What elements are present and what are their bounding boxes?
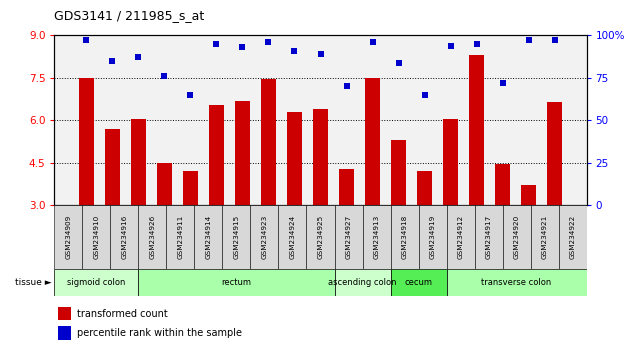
Bar: [138, 205, 167, 269]
Point: [445, 43, 456, 48]
Point: [471, 41, 481, 47]
Text: GSM234910: GSM234910: [94, 215, 99, 259]
Bar: [390, 269, 447, 296]
Bar: [419, 205, 447, 269]
Point: [315, 51, 326, 57]
Point: [107, 58, 117, 64]
Text: GSM234912: GSM234912: [458, 215, 463, 259]
Bar: [58, 326, 71, 340]
Text: GDS3141 / 211985_s_at: GDS3141 / 211985_s_at: [54, 9, 204, 22]
Bar: [306, 205, 335, 269]
Bar: [110, 205, 138, 269]
Text: GSM234913: GSM234913: [374, 215, 379, 259]
Bar: [503, 205, 531, 269]
Bar: [183, 171, 198, 205]
Bar: [338, 169, 354, 205]
Point: [263, 39, 274, 45]
Bar: [79, 78, 94, 205]
Bar: [104, 129, 121, 205]
Text: GSM234924: GSM234924: [290, 215, 296, 259]
Bar: [474, 205, 503, 269]
Point: [497, 80, 508, 86]
Bar: [363, 205, 390, 269]
Bar: [531, 205, 558, 269]
Bar: [194, 205, 222, 269]
Text: GSM234921: GSM234921: [542, 215, 547, 259]
Bar: [469, 55, 485, 205]
Text: percentile rank within the sample: percentile rank within the sample: [77, 328, 242, 338]
Bar: [313, 109, 328, 205]
Text: GSM234920: GSM234920: [513, 215, 519, 259]
Bar: [547, 102, 562, 205]
Point: [289, 48, 299, 53]
Point: [342, 84, 352, 89]
Point: [81, 38, 92, 43]
Bar: [335, 205, 363, 269]
Text: cecum: cecum: [404, 278, 433, 287]
Bar: [495, 164, 510, 205]
Text: GSM234914: GSM234914: [206, 215, 212, 259]
Bar: [278, 205, 306, 269]
Bar: [83, 205, 110, 269]
Text: GSM234915: GSM234915: [233, 215, 240, 259]
Text: GSM234916: GSM234916: [122, 215, 128, 259]
Bar: [335, 269, 390, 296]
Text: GSM234925: GSM234925: [317, 215, 324, 259]
Text: transformed count: transformed count: [77, 309, 168, 319]
Bar: [167, 205, 194, 269]
Bar: [365, 78, 380, 205]
Bar: [417, 171, 432, 205]
Point: [524, 38, 534, 43]
Bar: [54, 205, 83, 269]
Bar: [287, 112, 303, 205]
Point: [237, 45, 247, 50]
Point: [160, 73, 170, 79]
Bar: [235, 101, 250, 205]
Point: [212, 41, 222, 47]
Text: GSM234911: GSM234911: [178, 215, 183, 259]
Text: GSM234926: GSM234926: [149, 215, 156, 259]
Text: GSM234922: GSM234922: [569, 215, 576, 259]
Bar: [390, 205, 419, 269]
Point: [394, 60, 404, 65]
Bar: [251, 205, 278, 269]
Bar: [447, 205, 474, 269]
Bar: [261, 79, 276, 205]
Text: ascending colon: ascending colon: [328, 278, 397, 287]
Bar: [156, 163, 172, 205]
Text: transverse colon: transverse colon: [481, 278, 552, 287]
Text: GSM234918: GSM234918: [401, 215, 408, 259]
Text: GSM234917: GSM234917: [485, 215, 492, 259]
Text: GSM234909: GSM234909: [65, 215, 72, 259]
Bar: [209, 105, 224, 205]
Bar: [222, 205, 251, 269]
Text: GSM234923: GSM234923: [262, 215, 267, 259]
Point: [133, 55, 144, 60]
Bar: [520, 185, 537, 205]
Bar: [443, 119, 458, 205]
Point: [549, 38, 560, 43]
Text: rectum: rectum: [222, 278, 251, 287]
Text: tissue ►: tissue ►: [15, 278, 51, 287]
Bar: [558, 205, 587, 269]
Bar: [391, 140, 406, 205]
Bar: [131, 119, 146, 205]
Bar: [138, 269, 335, 296]
Text: sigmoid colon: sigmoid colon: [67, 278, 126, 287]
Text: GSM234927: GSM234927: [345, 215, 351, 259]
Bar: [54, 269, 138, 296]
Point: [367, 39, 378, 45]
Point: [185, 92, 196, 98]
Text: GSM234919: GSM234919: [429, 215, 435, 259]
Bar: [447, 269, 587, 296]
Point: [419, 92, 429, 98]
Bar: [58, 307, 71, 320]
